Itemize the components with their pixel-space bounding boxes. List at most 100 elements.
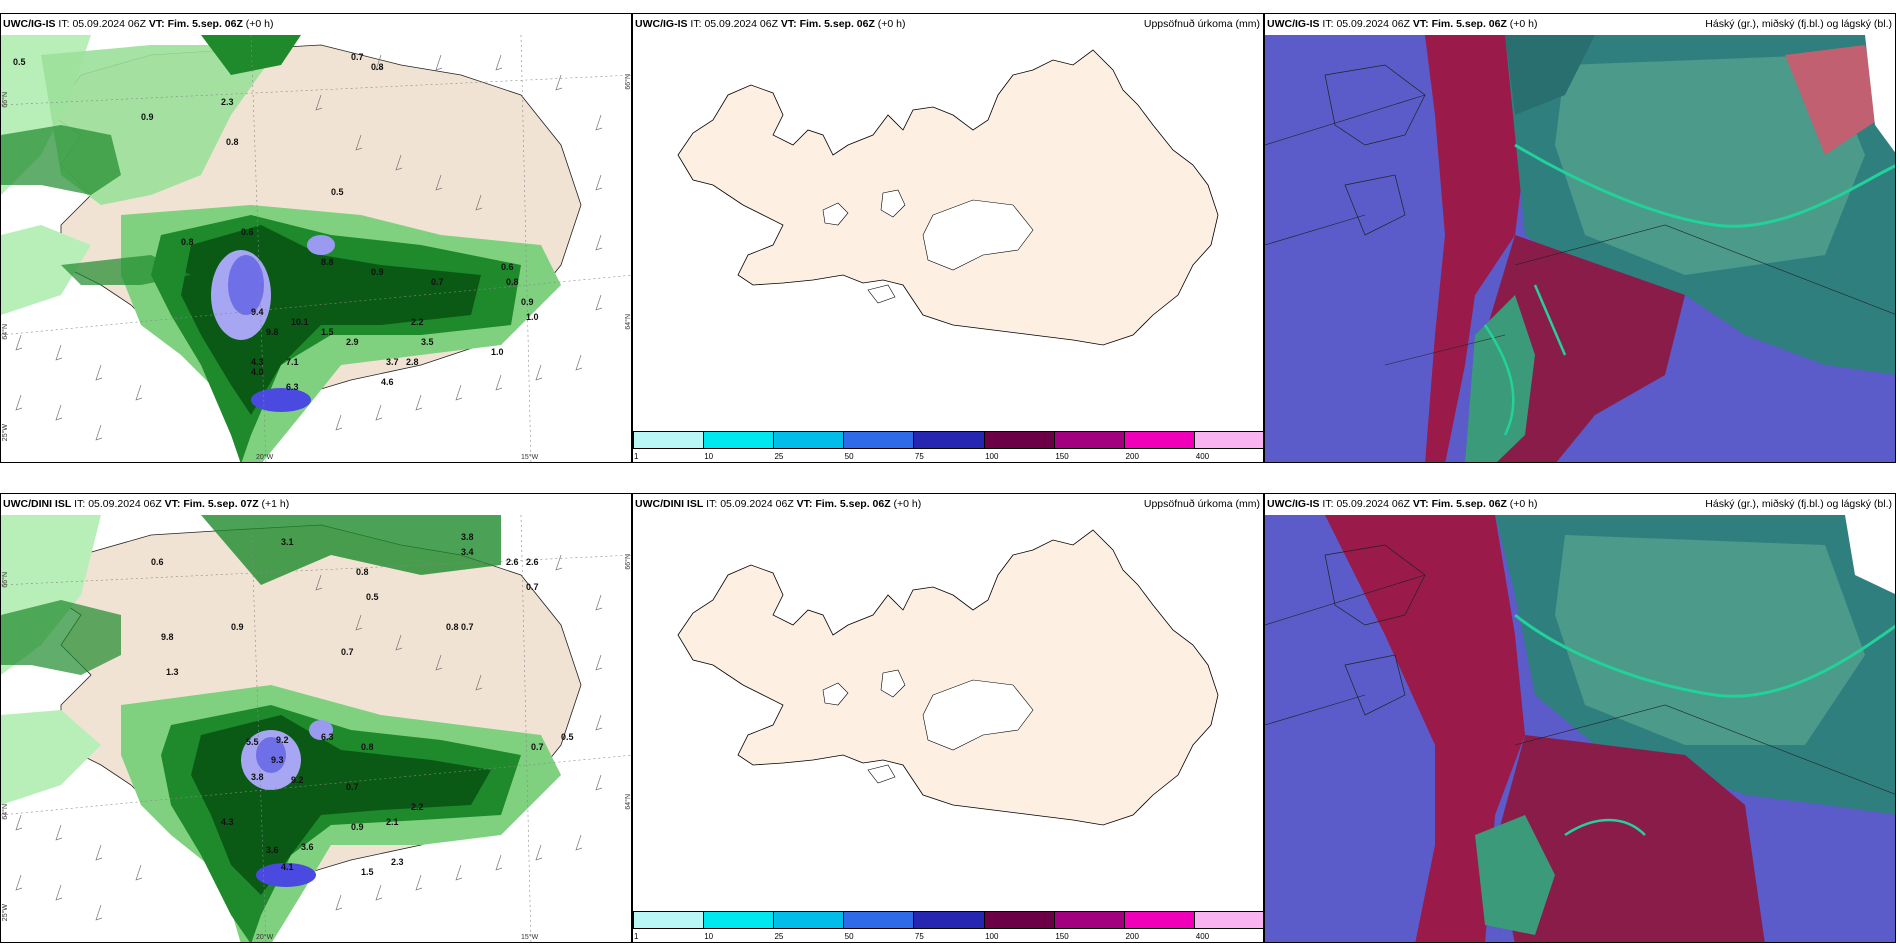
precip-value-label: 0.9 bbox=[371, 267, 384, 277]
colorbar-swatch-0 bbox=[634, 432, 705, 448]
colorbar-swatch-4 bbox=[914, 432, 985, 448]
colorbar-tick: 1 bbox=[634, 932, 639, 941]
precip-value-label: 0.7 bbox=[431, 277, 444, 287]
precip-value-label: 0.9 bbox=[521, 297, 534, 307]
precip-value-label: 9.4 bbox=[251, 307, 264, 317]
precip-value-label: 0.5 bbox=[331, 187, 344, 197]
precip-value-label: 4.3 bbox=[221, 817, 234, 827]
precip-value-label: 0.6 bbox=[501, 262, 514, 272]
colorbar-swatch-4 bbox=[914, 912, 985, 928]
precip-value-label: 0.7 bbox=[341, 647, 354, 657]
colorbar-swatch-8 bbox=[1194, 432, 1263, 448]
precip-value-label: 0.9 bbox=[141, 112, 154, 122]
colorbar-swatch-6 bbox=[1054, 432, 1125, 448]
cloud-panel-dini: UWC/IG-IS IT: 05.09.2024 06Z VT: Fim. 5.… bbox=[1264, 493, 1896, 943]
colorbar-tick: 400 bbox=[1195, 452, 1210, 461]
panel-header: UWC/IG-IS IT: 05.09.2024 06Z VT: Fim. 5.… bbox=[1267, 18, 1538, 30]
precip-value-label: 10.1 bbox=[291, 317, 309, 327]
lat-label-64-right: 64°N bbox=[625, 314, 632, 330]
precip-value-label: 0.7 bbox=[461, 622, 474, 632]
precip-value-label: 9.8 bbox=[266, 327, 279, 337]
precip-value-label: 0.7 bbox=[346, 782, 359, 792]
cloud-panel-ig: UWC/IG-IS IT: 05.09.2024 06Z VT: Fim. 5.… bbox=[1264, 13, 1896, 463]
precip-value-label: 2.3 bbox=[391, 857, 404, 867]
colorbar-swatch-2 bbox=[774, 432, 845, 448]
iceland-map bbox=[677, 529, 1219, 826]
precip-map-ig: 0.5 0.70.80.92.30.80.50.80.68.80.90.79.49… bbox=[1, 35, 631, 462]
panel-header: UWC/DINI ISL IT: 05.09.2024 06Z VT: Fim.… bbox=[635, 498, 922, 510]
precip-value-label: 2.6 bbox=[526, 557, 539, 567]
colorbar-tick: 100 bbox=[985, 932, 999, 941]
precip-colorbar bbox=[633, 431, 1263, 449]
colorbar-tick: 25 bbox=[774, 932, 784, 941]
accum-panel-ig: UWC/IG-IS IT: 05.09.2024 06Z VT: Fim. 5.… bbox=[632, 13, 1264, 463]
precip-value-label: 1.5 bbox=[321, 327, 334, 337]
precip-value-label: 9.2 bbox=[291, 775, 304, 785]
colorbar-swatch-7 bbox=[1124, 912, 1195, 928]
colorbar-tick: 75 bbox=[914, 452, 924, 461]
precip-value-label: 2.8 bbox=[406, 357, 419, 367]
precip-value-label: 7.1 bbox=[286, 357, 299, 367]
colorbar-swatch-1 bbox=[704, 912, 775, 928]
precip-map-dini: 3.1 3.83.42.6 2.60.70.60.80.50.8 0.70.99.80… bbox=[1, 515, 631, 942]
colorbar-ticks: 1 10 25 50 75 100 150 200 400 bbox=[633, 932, 1263, 942]
precip-value-label: 0.8 bbox=[371, 62, 384, 72]
precip-value-label: 3.1 bbox=[281, 537, 294, 547]
precip-value-label: 0.5 bbox=[366, 592, 379, 602]
precip-value-label: 0.8 bbox=[361, 742, 374, 752]
precip-value-label: 0.9 bbox=[231, 622, 244, 632]
panel-header: UWC/IG-IS IT: 05.09.2024 06Z VT: Fim. 5.… bbox=[1267, 498, 1538, 510]
lat-label-64-right: 64°N bbox=[625, 794, 632, 810]
colorbar-tick: 400 bbox=[1195, 932, 1210, 941]
colorbar-tick: 100 bbox=[985, 452, 999, 461]
colorbar-ticks: 1 10 25 50 75 100 150 200 400 bbox=[633, 452, 1263, 462]
colorbar-tick: 25 bbox=[774, 452, 784, 461]
precip-value-label: 3.6 bbox=[301, 842, 314, 852]
panel-title: Háský (gr.), miðský (fj.bl.) og lágský (… bbox=[1705, 498, 1892, 510]
colorbar-tick: 10 bbox=[704, 932, 714, 941]
panel-title: Háský (gr.), miðský (fj.bl.) og lágský (… bbox=[1705, 18, 1892, 30]
precip-value-label: 4.1 bbox=[281, 862, 294, 872]
precip-value-label: 9.2 bbox=[276, 735, 289, 745]
precip-value-label: 0.7 bbox=[351, 52, 364, 62]
precip-value-label: 8.8 bbox=[321, 257, 334, 267]
precip-value-label: 3.7 bbox=[386, 357, 399, 367]
lon-label-15: 15°W bbox=[521, 454, 539, 461]
cloud-map bbox=[1265, 515, 1895, 942]
precip-value-label: 0.8 bbox=[446, 622, 459, 632]
precip-value-label: 2.6 bbox=[506, 557, 519, 567]
precip-value-label: 4.0 bbox=[251, 367, 264, 377]
panel-title: Uppsöfnuð úrkoma (mm) bbox=[1143, 498, 1260, 510]
colorbar-tick: 50 bbox=[844, 932, 854, 941]
precip-value-label: 9.3 bbox=[271, 755, 284, 765]
precip-value-label: 1.0 bbox=[491, 347, 504, 357]
precip-value-label: 0.8 bbox=[226, 137, 239, 147]
colorbar-tick: 200 bbox=[1125, 932, 1139, 941]
colorbar-tick: 10 bbox=[704, 452, 714, 461]
iceland-map bbox=[677, 49, 1219, 346]
lon-label-20: 20°W bbox=[256, 454, 274, 461]
lon-label-15: 15°W bbox=[521, 934, 539, 941]
precip-value-label: 0.8 bbox=[506, 277, 519, 287]
precip-value-label: 1.5 bbox=[361, 867, 374, 877]
precip-value-label: 2.2 bbox=[411, 317, 424, 327]
lat-label-66: 66°N bbox=[2, 92, 9, 108]
accum-panel-dini: UWC/DINI ISL IT: 05.09.2024 06Z VT: Fim.… bbox=[632, 493, 1264, 943]
precip-value-label: 3.5 bbox=[421, 337, 434, 347]
precip-panel-dini: UWC/DINI ISL IT: 05.09.2024 06Z VT: Fim.… bbox=[0, 493, 632, 943]
lon-label-25: 25°W bbox=[2, 904, 9, 922]
colorbar-tick: 50 bbox=[844, 452, 854, 461]
precip-value-label: 2.2 bbox=[411, 802, 424, 812]
lon-label-25: 25°W bbox=[2, 424, 9, 442]
precip-value-label: 0.7 bbox=[531, 742, 544, 752]
precip-value-label: 2.3 bbox=[221, 97, 234, 107]
colorbar-swatch-1 bbox=[704, 432, 775, 448]
lat-label-66-right: 66°N bbox=[625, 74, 632, 90]
precip-value-label: 2.9 bbox=[346, 337, 359, 347]
precip-value-label: 6.3 bbox=[286, 382, 299, 392]
lat-label-64: 64°N bbox=[2, 804, 9, 820]
precip-value-label: 0.6 bbox=[151, 557, 164, 567]
colorbar-swatch-5 bbox=[984, 912, 1055, 928]
precip-value-label: 3.6 bbox=[266, 845, 279, 855]
precip-value-label: 0.7 bbox=[526, 582, 539, 592]
